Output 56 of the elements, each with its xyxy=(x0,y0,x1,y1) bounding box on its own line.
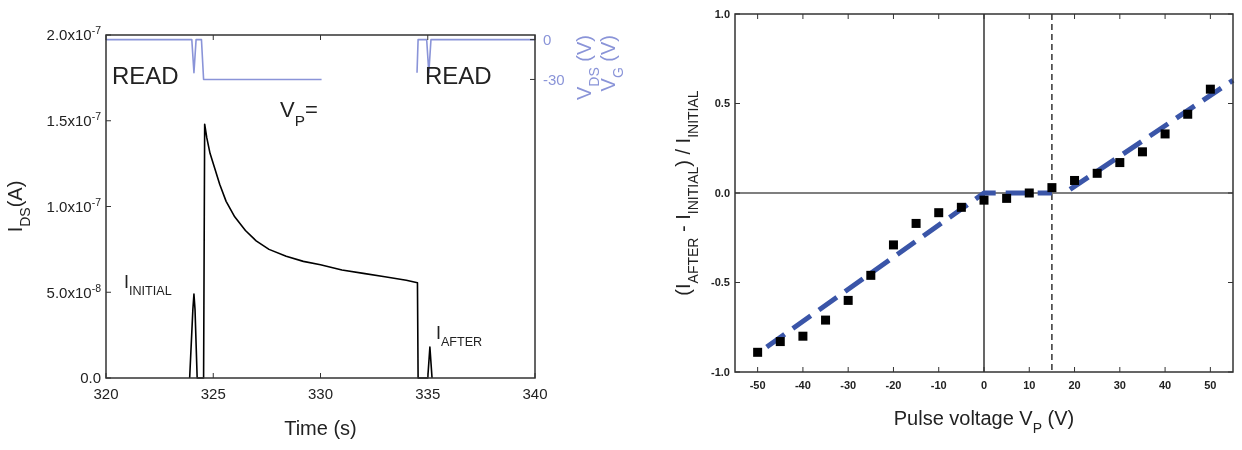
x-tick-label: 20 xyxy=(1068,379,1081,391)
y-tick-label: -0.5 xyxy=(711,276,730,289)
x-axis-title: Pulse voltage V$_{P}$ (V) xyxy=(893,407,1075,436)
y-tick-label: 2.0x10$^{-7}$ xyxy=(46,24,102,44)
annotation: READ xyxy=(425,62,492,89)
x-tick-label: -50 xyxy=(749,379,766,391)
y-tick-label: 0.5 xyxy=(714,97,730,110)
point xyxy=(1024,188,1034,198)
y-tick-label: 0.0 xyxy=(714,186,730,199)
point xyxy=(1070,175,1080,185)
y-tick-label: 1.5x10$^{-7}$ xyxy=(46,110,102,129)
x-tick-label: -10 xyxy=(930,379,947,391)
point xyxy=(911,218,921,228)
point xyxy=(1205,84,1215,94)
x-tick-label: 340 xyxy=(522,385,548,402)
annotation: V$_{P}$= xyxy=(280,97,318,129)
point xyxy=(1092,168,1102,178)
point xyxy=(1183,109,1193,119)
annotation: I$_{INITIAL}$ xyxy=(123,271,172,298)
point xyxy=(843,295,853,305)
x-tick-label: 10 xyxy=(1023,379,1036,391)
point xyxy=(821,315,831,325)
y2-tick-label: 0 xyxy=(543,30,552,48)
x-tick-label: -40 xyxy=(794,379,811,391)
x-tick-label: 330 xyxy=(307,385,334,402)
x-axis-title: Time (s) xyxy=(284,417,357,439)
x-tick-label: 40 xyxy=(1158,379,1172,391)
x-tick-label: 0 xyxy=(980,379,988,391)
point xyxy=(753,347,763,357)
point xyxy=(866,270,876,280)
point xyxy=(979,195,989,205)
point xyxy=(1115,158,1125,168)
x-tick-label: 30 xyxy=(1113,379,1126,391)
x-tick-label: 50 xyxy=(1204,379,1217,391)
x-tick-label: 325 xyxy=(200,385,226,402)
point xyxy=(1160,129,1170,139)
y2-tick-label: -30 xyxy=(543,70,565,88)
annotation: I$_{AFTER}$ xyxy=(435,323,483,350)
point xyxy=(888,240,898,250)
y-tick-label: 1.0 xyxy=(714,7,730,20)
x-tick-label: -30 xyxy=(840,379,857,391)
point xyxy=(956,202,966,212)
point xyxy=(1137,147,1147,157)
y-tick-label: 5.0x10$^{-8}$ xyxy=(46,281,102,301)
x-tick-label: -20 xyxy=(885,379,902,391)
annotation: READ xyxy=(112,62,179,89)
point xyxy=(934,208,944,218)
y-tick-label: -1.0 xyxy=(711,365,730,378)
x-tick-label: 320 xyxy=(93,385,119,402)
y-tick-label: 1.0x10$^{-7}$ xyxy=(46,195,102,215)
x-tick-label: 335 xyxy=(415,385,441,402)
point xyxy=(775,337,785,347)
y-tick-label: 0.0 xyxy=(80,369,101,387)
point xyxy=(798,331,808,341)
point xyxy=(1047,183,1057,193)
point xyxy=(1002,193,1012,203)
